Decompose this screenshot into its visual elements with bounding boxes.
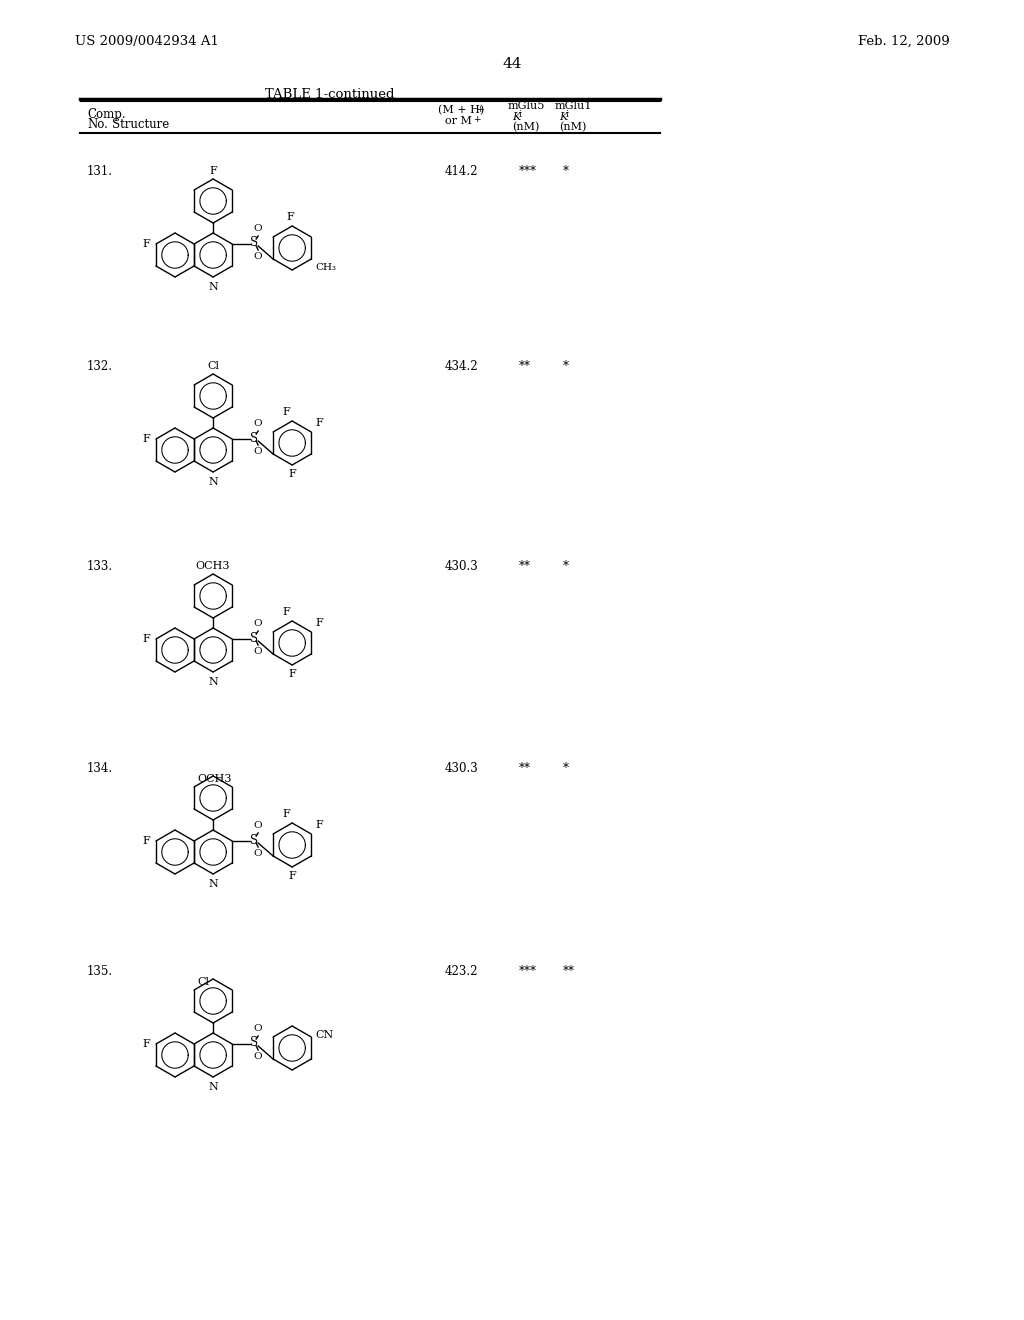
Text: O: O bbox=[254, 619, 262, 628]
Text: (nM): (nM) bbox=[559, 121, 587, 132]
Text: ***: *** bbox=[519, 165, 537, 178]
Text: F: F bbox=[142, 434, 150, 444]
Text: N: N bbox=[208, 282, 218, 292]
Text: O: O bbox=[254, 252, 262, 261]
Text: F: F bbox=[283, 407, 290, 417]
Text: K: K bbox=[512, 112, 520, 121]
Text: O: O bbox=[254, 647, 262, 656]
Text: mGlu5: mGlu5 bbox=[508, 102, 546, 111]
Text: F: F bbox=[315, 618, 323, 628]
Text: N: N bbox=[208, 879, 218, 888]
Text: O: O bbox=[254, 1024, 262, 1034]
Text: F: F bbox=[289, 669, 296, 678]
Text: S: S bbox=[250, 833, 258, 846]
Text: TABLE 1-continued: TABLE 1-continued bbox=[265, 88, 394, 102]
Text: +: + bbox=[473, 115, 480, 124]
Text: S: S bbox=[250, 432, 258, 445]
Text: F: F bbox=[209, 166, 217, 176]
Text: O: O bbox=[254, 849, 262, 858]
Text: 131.: 131. bbox=[87, 165, 113, 178]
Text: F: F bbox=[142, 836, 150, 846]
Text: (M + H): (M + H) bbox=[438, 106, 484, 115]
Text: CN: CN bbox=[315, 1030, 334, 1040]
Text: Structure: Structure bbox=[112, 117, 169, 131]
Text: *: * bbox=[563, 165, 569, 178]
Text: *: * bbox=[563, 560, 569, 573]
Text: O: O bbox=[254, 821, 262, 830]
Text: N: N bbox=[208, 477, 218, 487]
Text: F: F bbox=[289, 871, 296, 880]
Text: Cl: Cl bbox=[207, 360, 219, 371]
Text: 132.: 132. bbox=[87, 360, 113, 374]
Text: F: F bbox=[287, 213, 294, 222]
Text: Feb. 12, 2009: Feb. 12, 2009 bbox=[858, 36, 950, 48]
Text: 414.2: 414.2 bbox=[445, 165, 478, 178]
Text: F: F bbox=[283, 607, 290, 616]
Text: F: F bbox=[315, 418, 323, 428]
Text: mGlu1: mGlu1 bbox=[555, 102, 592, 111]
Text: O: O bbox=[254, 1052, 262, 1061]
Text: or M: or M bbox=[445, 116, 472, 125]
Text: O: O bbox=[254, 224, 262, 234]
Text: F: F bbox=[315, 820, 323, 830]
Text: 434.2: 434.2 bbox=[445, 360, 478, 374]
Text: F: F bbox=[142, 634, 150, 644]
Text: F: F bbox=[142, 239, 150, 249]
Text: S: S bbox=[250, 631, 258, 644]
Text: S: S bbox=[250, 1036, 258, 1049]
Text: ***: *** bbox=[519, 965, 537, 978]
Text: 44: 44 bbox=[502, 57, 522, 71]
Text: 423.2: 423.2 bbox=[445, 965, 478, 978]
Text: F: F bbox=[142, 1039, 150, 1049]
Text: K: K bbox=[559, 112, 567, 121]
Text: 133.: 133. bbox=[87, 560, 113, 573]
Text: 135.: 135. bbox=[87, 965, 113, 978]
Text: Comp.: Comp. bbox=[87, 108, 126, 121]
Text: *: * bbox=[563, 360, 569, 374]
Text: S: S bbox=[250, 236, 258, 249]
Text: i: i bbox=[566, 110, 569, 119]
Text: F: F bbox=[289, 469, 296, 479]
Text: US 2009/0042934 A1: US 2009/0042934 A1 bbox=[75, 36, 219, 48]
Text: No.: No. bbox=[87, 117, 108, 131]
Text: *: * bbox=[563, 762, 569, 775]
Text: F: F bbox=[283, 809, 290, 818]
Text: N: N bbox=[208, 1082, 218, 1092]
Text: **: ** bbox=[519, 360, 531, 374]
Text: +: + bbox=[476, 106, 483, 114]
Text: O: O bbox=[254, 418, 262, 428]
Text: **: ** bbox=[563, 965, 575, 978]
Text: i: i bbox=[519, 110, 522, 119]
Text: **: ** bbox=[519, 560, 531, 573]
Text: **: ** bbox=[519, 762, 531, 775]
Text: N: N bbox=[208, 677, 218, 686]
Text: O: O bbox=[254, 447, 262, 455]
Text: 430.3: 430.3 bbox=[445, 560, 479, 573]
Text: CH₃: CH₃ bbox=[315, 263, 336, 272]
Text: OCH3: OCH3 bbox=[196, 561, 230, 572]
Text: (nM): (nM) bbox=[512, 121, 540, 132]
Text: Cl: Cl bbox=[197, 977, 209, 987]
Text: OCH3: OCH3 bbox=[197, 774, 231, 784]
Text: 430.3: 430.3 bbox=[445, 762, 479, 775]
Text: 134.: 134. bbox=[87, 762, 113, 775]
